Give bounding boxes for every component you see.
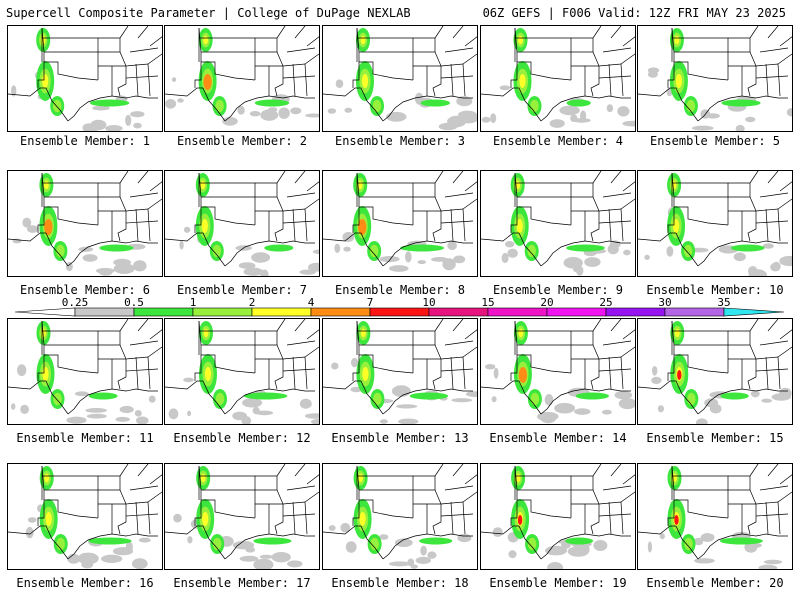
- ensemble-member-map: [637, 463, 793, 570]
- colorbar-tick-label: 2: [249, 296, 256, 309]
- ensemble-member-map: [7, 318, 163, 425]
- ensemble-member-map: [637, 25, 793, 132]
- colorbar-segment: [664, 307, 725, 317]
- colorbar-segment: [192, 307, 253, 317]
- ensemble-member-map: [480, 463, 636, 570]
- ensemble-member-label: Ensemble Member: 15: [646, 431, 784, 445]
- ensemble-member-map: [322, 170, 478, 277]
- ensemble-member-map: [637, 170, 793, 277]
- ensemble-member-label: Ensemble Member: 5: [649, 134, 781, 148]
- ensemble-member-label: Ensemble Member: 19: [489, 576, 627, 590]
- ensemble-member-map: [164, 170, 320, 277]
- colorbar-segment: [133, 307, 194, 317]
- colorbar-segment: [310, 307, 371, 317]
- ensemble-member-map: [480, 318, 636, 425]
- ensemble-member-label: Ensemble Member: 11: [16, 431, 154, 445]
- colorbar: 0.25 0.5 1 2 4 7 10 15 20 25 30 35: [14, 296, 785, 317]
- colorbar-segment: [428, 307, 489, 317]
- colorbar-segment: [487, 307, 548, 317]
- ensemble-member-label: Ensemble Member: 2: [176, 134, 308, 148]
- colorbar-tick-label: 7: [367, 296, 374, 309]
- colorbar-tick-label: 1: [190, 296, 197, 309]
- colorbar-tick-label: 10: [422, 296, 435, 309]
- ensemble-member-map: [7, 25, 163, 132]
- chart-title: Supercell Composite Parameter | College …: [6, 6, 411, 20]
- colorbar-tick-label: 4: [308, 296, 315, 309]
- colorbar-tick-label: 30: [658, 296, 671, 309]
- colorbar-tick-label: 20: [540, 296, 553, 309]
- colorbar-tick-label: 25: [599, 296, 612, 309]
- ensemble-member-map: [7, 170, 163, 277]
- ensemble-member-label: Ensemble Member: 8: [334, 283, 466, 297]
- ensemble-member-label: Ensemble Member: 9: [492, 283, 624, 297]
- ensemble-member-label: Ensemble Member: 1: [19, 134, 151, 148]
- ensemble-member-label: Ensemble Member: 12: [173, 431, 311, 445]
- colorbar-tick-label: 0.5: [124, 296, 144, 309]
- colorbar-tick-label: 15: [481, 296, 494, 309]
- ensemble-member-label: Ensemble Member: 18: [331, 576, 469, 590]
- ensemble-member-map: [480, 170, 636, 277]
- ensemble-member-map: [164, 25, 320, 132]
- ensemble-member-label: Ensemble Member: 7: [176, 283, 308, 297]
- ensemble-member-label: Ensemble Member: 4: [492, 134, 624, 148]
- model-run-info: 06Z GEFS | F006 Valid: 12Z FRI MAY 23 20…: [482, 6, 786, 20]
- colorbar-left-arrow: [14, 307, 76, 317]
- ensemble-member-map: [322, 25, 478, 132]
- ensemble-member-map: [480, 25, 636, 132]
- ensemble-member-label: Ensemble Member: 16: [16, 576, 154, 590]
- colorbar-segment: [74, 307, 135, 317]
- ensemble-member-label: Ensemble Member: 13: [331, 431, 469, 445]
- colorbar-tick-label: 0.25: [62, 296, 89, 309]
- ensemble-member-map: [164, 318, 320, 425]
- colorbar-segment: [369, 307, 430, 317]
- ensemble-member-label: Ensemble Member: 6: [19, 283, 151, 297]
- colorbar-right-arrow: [723, 307, 785, 317]
- ensemble-member-label: Ensemble Member: 14: [489, 431, 627, 445]
- ensemble-member-label: Ensemble Member: 10: [646, 283, 784, 297]
- ensemble-member-label: Ensemble Member: 20: [646, 576, 784, 590]
- ensemble-member-map: [7, 463, 163, 570]
- ensemble-member-map: [164, 463, 320, 570]
- colorbar-tick-label: 35: [717, 296, 730, 309]
- ensemble-member-map: [322, 318, 478, 425]
- ensemble-member-map: [322, 463, 478, 570]
- colorbar-segment: [605, 307, 666, 317]
- colorbar-segment: [251, 307, 312, 317]
- colorbar-segment: [546, 307, 607, 317]
- ensemble-member-label: Ensemble Member: 3: [334, 134, 466, 148]
- ensemble-member-label: Ensemble Member: 17: [173, 576, 311, 590]
- ensemble-member-map: [637, 318, 793, 425]
